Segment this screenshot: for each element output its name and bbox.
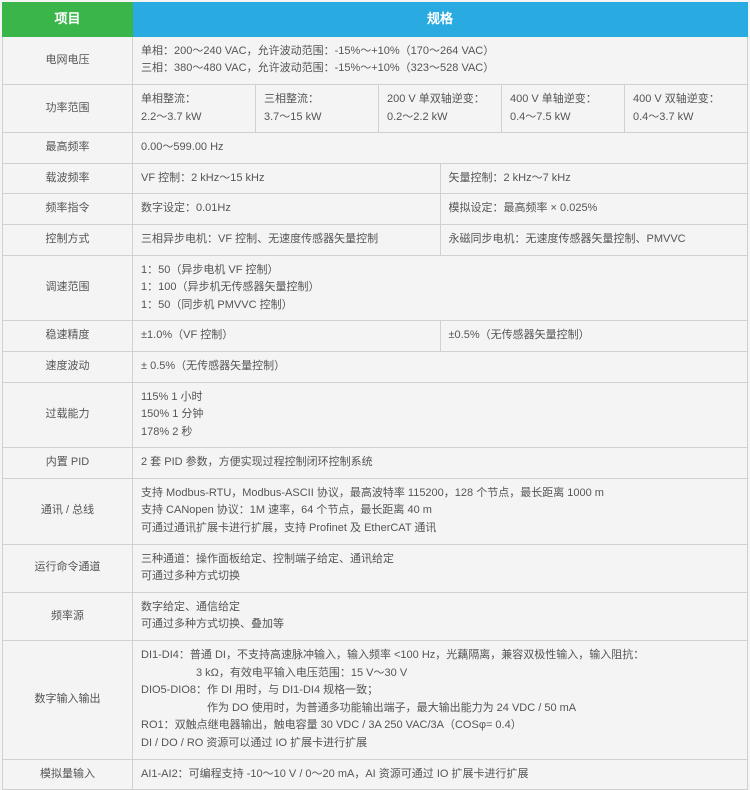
value: 115% 1 小时 150% 1 分钟 178% 2 秒 xyxy=(133,382,748,448)
spec-table: 项目 规格 电网电压 单相：200～240 VAC，允许波动范围：-15%～+1… xyxy=(2,2,748,790)
right: 矢量控制：2 kHz～7 kHz xyxy=(440,163,748,194)
right: 永磁同步电机：无速度传感器矢量控制、PMVVC xyxy=(440,224,748,255)
label: 控制方式 xyxy=(3,224,133,255)
value: 三种通道：操作面板给定、控制端子给定、通讯给定 可通过多种方式切换 xyxy=(133,544,748,592)
label: 频率指令 xyxy=(3,194,133,225)
c4: 400 V 单轴逆变： 0.4～7.5 kW xyxy=(502,84,625,132)
label: 运行命令通道 xyxy=(3,544,133,592)
row-speed-fluct: 速度波动 ± 0.5%（无传感器矢量控制） xyxy=(3,351,748,382)
label: 载波频率 xyxy=(3,163,133,194)
value: 数字给定、通信给定 可通过多种方式切换、叠加等 xyxy=(133,592,748,640)
row-freq-cmd: 频率指令 数字设定：0.01Hz 模拟设定：最高频率 × 0.025% xyxy=(3,194,748,225)
label: 数字输入输出 xyxy=(3,641,133,760)
row-speed-accuracy: 稳速精度 ±1.0%（VF 控制） ±0.5%（无传感器矢量控制） xyxy=(3,321,748,352)
label: 稳速精度 xyxy=(3,321,133,352)
left: 数字设定：0.01Hz xyxy=(133,194,441,225)
row-freq-src: 频率源 数字给定、通信给定 可通过多种方式切换、叠加等 xyxy=(3,592,748,640)
label: 电网电压 xyxy=(3,36,133,84)
header-spec: 规格 xyxy=(133,3,748,37)
label: 通讯 / 总线 xyxy=(3,478,133,544)
c1: 单相整流： 2.2～3.7 kW xyxy=(133,84,256,132)
label: 速度波动 xyxy=(3,351,133,382)
c5: 400 V 双轴逆变： 0.4～3.7 kW xyxy=(625,84,748,132)
row-analog-in: 模拟量输入 AI1-AI2：可编程支持 -10～10 V / 0～20 mA，A… xyxy=(3,759,748,790)
label: 频率源 xyxy=(3,592,133,640)
row-power-range: 功率范围 单相整流： 2.2～3.7 kW 三相整流： 3.7～15 kW 20… xyxy=(3,84,748,132)
label: 调速范围 xyxy=(3,255,133,321)
value: ± 0.5%（无传感器矢量控制） xyxy=(133,351,748,382)
left: VF 控制：2 kHz～15 kHz xyxy=(133,163,441,194)
label: 内置 PID xyxy=(3,448,133,479)
label: 功率范围 xyxy=(3,84,133,132)
c3: 200 V 单双轴逆变： 0.2～2.2 kW xyxy=(379,84,502,132)
row-overload: 过载能力 115% 1 小时 150% 1 分钟 178% 2 秒 xyxy=(3,382,748,448)
row-digital-io: 数字输入输出 DI1-DI4：普通 DI，不支持高速脉冲输入，输入频率 <100… xyxy=(3,641,748,760)
row-max-freq: 最高频率 0.00～599.00 Hz xyxy=(3,133,748,164)
row-speed-range: 调速范围 1：50（异步电机 VF 控制） 1：100（异步机无传感器矢量控制）… xyxy=(3,255,748,321)
right: ±0.5%（无传感器矢量控制） xyxy=(440,321,748,352)
row-control-mode: 控制方式 三相异步电机：VF 控制、无速度传感器矢量控制 永磁同步电机：无速度传… xyxy=(3,224,748,255)
header-item: 项目 xyxy=(3,3,133,37)
label: 最高频率 xyxy=(3,133,133,164)
right: 模拟设定：最高频率 × 0.025% xyxy=(440,194,748,225)
value: 1：50（异步电机 VF 控制） 1：100（异步机无传感器矢量控制） 1：50… xyxy=(133,255,748,321)
header-row: 项目 规格 xyxy=(3,3,748,37)
label: 过载能力 xyxy=(3,382,133,448)
left: ±1.0%（VF 控制） xyxy=(133,321,441,352)
value: DI1-DI4：普通 DI，不支持高速脉冲输入，输入频率 <100 Hz，光藕隔… xyxy=(133,641,748,760)
row-comm: 通讯 / 总线 支持 Modbus-RTU，Modbus-ASCII 协议，最高… xyxy=(3,478,748,544)
row-carrier-freq: 载波频率 VF 控制：2 kHz～15 kHz 矢量控制：2 kHz～7 kHz xyxy=(3,163,748,194)
value: 支持 Modbus-RTU，Modbus-ASCII 协议，最高波特率 1152… xyxy=(133,478,748,544)
label: 模拟量输入 xyxy=(3,759,133,790)
value: 2 套 PID 参数，方便实现过程控制闭环控制系统 xyxy=(133,448,748,479)
row-pid: 内置 PID 2 套 PID 参数，方便实现过程控制闭环控制系统 xyxy=(3,448,748,479)
row-grid-voltage: 电网电压 单相：200～240 VAC，允许波动范围：-15%～+10%（170… xyxy=(3,36,748,84)
value: 0.00～599.00 Hz xyxy=(133,133,748,164)
left: 三相异步电机：VF 控制、无速度传感器矢量控制 xyxy=(133,224,441,255)
value: AI1-AI2：可编程支持 -10～10 V / 0～20 mA，AI 资源可通… xyxy=(133,759,748,790)
c2: 三相整流： 3.7～15 kW xyxy=(256,84,379,132)
value: 单相：200～240 VAC，允许波动范围：-15%～+10%（170～264 … xyxy=(133,36,748,84)
row-run-cmd: 运行命令通道 三种通道：操作面板给定、控制端子给定、通讯给定 可通过多种方式切换 xyxy=(3,544,748,592)
